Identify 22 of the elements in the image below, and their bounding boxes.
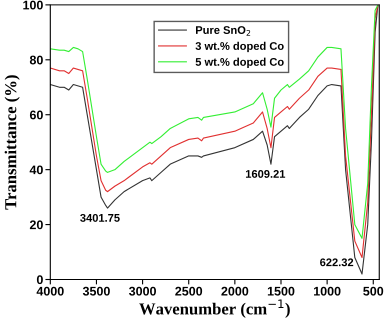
y-tick-label: 40	[30, 165, 43, 174]
y-tick-label: 0	[36, 275, 43, 284]
y-tick-label: 60	[30, 110, 43, 120]
legend-label: 5 wt.% doped Co	[196, 58, 284, 68]
legend-label: Pure SnO$_{2}$	[196, 26, 250, 36]
x-tick-label: 2000	[221, 286, 248, 296]
x-tick-label: 1500	[268, 286, 294, 296]
y-tick-label: 20	[30, 220, 43, 230]
y-axis-title: Transmittance (%)	[4, 75, 20, 210]
annotation: 622.32	[320, 258, 354, 266]
y-tick-label: 80	[30, 56, 43, 64]
x-tick-label: 500	[363, 286, 384, 296]
y-tick-label: 100	[23, 0, 43, 10]
x-tick-label: 2500	[175, 286, 202, 296]
x-tick-label: 4000	[36, 286, 64, 296]
x-tick-label: 1000	[314, 286, 341, 296]
x-axis-title: Wavenumber (cm$^{−1}$)	[139, 299, 290, 318]
legend-label: 3 wt.% doped Co	[196, 42, 284, 52]
x-tick-label: 3500	[82, 286, 110, 296]
annotation: 1609.21	[246, 170, 286, 178]
annotation: 3401.75	[80, 214, 120, 222]
x-tick-label: 3000	[128, 286, 156, 296]
